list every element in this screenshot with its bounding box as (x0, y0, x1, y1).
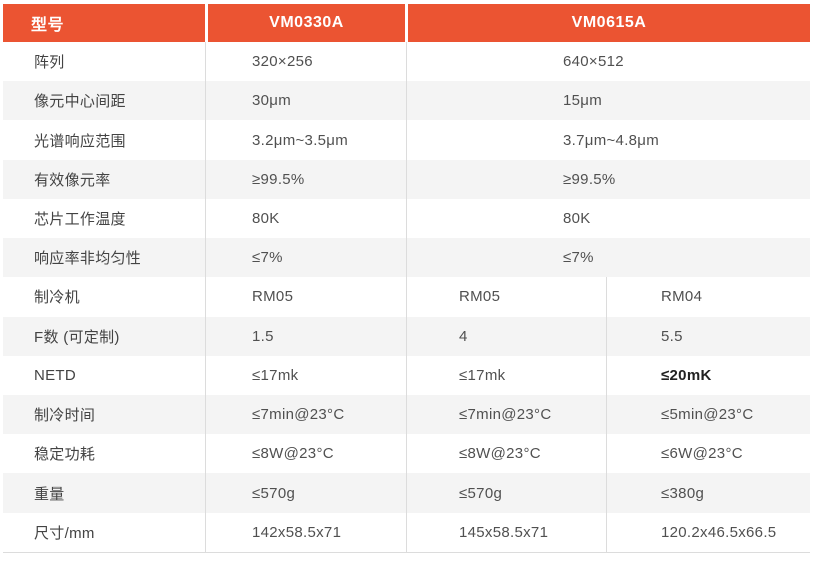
row-label: 制冷时间 (3, 394, 206, 435)
row-label: 有效像元率 (3, 159, 206, 199)
cell-vm0615a: 4 5.5 (407, 316, 810, 356)
cell-vm0615a-sub2: ≤5min@23°C (661, 406, 754, 424)
cell-vm0615a-value: ≤7% (563, 249, 594, 267)
cell-vm0615a-sub2: 120.2x46.5x66.5 (661, 523, 777, 541)
cell-vm0330a: ≤570g (206, 473, 407, 513)
cell-vm0615a: ≤570g ≤380g (407, 473, 810, 513)
cell-vm0330a: 142x58.5x71 (206, 512, 407, 552)
row-label: 尺寸/mm (3, 512, 206, 552)
cell-vm0615a-sub1: 145x58.5x71 (407, 512, 607, 552)
cell-vm0330a: 80K (206, 198, 407, 239)
cell-vm0615a: 640×512 (407, 42, 810, 81)
cell-vm0615a-sub1: RM05 (407, 277, 607, 317)
cell-vm0615a-sub2: RM04 (661, 288, 703, 306)
row-label: 像元中心间距 (3, 81, 206, 121)
cell-vm0615a-sub1: ≤17mk (407, 355, 607, 395)
row-label: 芯片工作温度 (3, 198, 206, 239)
cell-vm0615a-sub2: ≤380g (661, 484, 705, 502)
cell-vm0615a: 145x58.5x71 120.2x46.5x66.5 (407, 512, 810, 552)
cell-vm0330a: RM05 (206, 277, 407, 317)
cell-vm0615a-sub1: 4 (407, 316, 607, 356)
cell-vm0615a-value: 80K (563, 209, 591, 227)
table-row: NETD ≤17mk ≤17mk ≤20mK (3, 355, 810, 395)
cell-vm0615a: 80K (407, 199, 810, 238)
cell-vm0615a-value: 3.7μm~4.8μm (563, 131, 660, 149)
header-cell-model: 型号 (3, 4, 205, 42)
table-row: 响应率非均匀性 ≤7% ≤7% (3, 238, 810, 278)
row-label: 光谱响应范围 (3, 120, 206, 160)
table-row: 光谱响应范围 3.2μm~3.5μm 3.7μm~4.8μm (3, 120, 810, 160)
table-row: 重量 ≤570g ≤570g ≤380g (3, 473, 810, 513)
header-cell-vm0615a: VM0615A (408, 4, 810, 42)
cell-vm0615a-value: 640×512 (563, 53, 624, 71)
cell-vm0615a: ≤8W@23°C ≤6W@23°C (407, 434, 810, 474)
cell-vm0615a-sub2: 5.5 (661, 327, 683, 345)
row-label: 重量 (3, 473, 206, 513)
table-row: 尺寸/mm 142x58.5x71 145x58.5x71 120.2x46.5x… (3, 512, 810, 552)
cell-vm0330a: 3.2μm~3.5μm (206, 120, 407, 160)
cell-vm0615a-sub2: ≤20mK (661, 366, 712, 384)
table-row: 像元中心间距 30μm 15μm (3, 81, 810, 121)
cell-vm0615a: ≤17mk ≤20mK (407, 355, 810, 395)
cell-vm0615a-sub1: ≤8W@23°C (407, 434, 607, 474)
cell-vm0615a: ≥99.5% (407, 160, 810, 199)
cell-vm0615a-value: ≥99.5% (563, 170, 616, 188)
row-label: 制冷机 (3, 277, 206, 317)
cell-vm0330a: 320×256 (206, 42, 407, 82)
row-label: 阵列 (3, 42, 206, 82)
row-label: 响应率非均匀性 (3, 238, 206, 278)
table-row: 制冷机 RM05 RM05 RM04 (3, 277, 810, 317)
cell-vm0330a: 1.5 (206, 316, 407, 356)
table-row: 芯片工作温度 80K 80K (3, 198, 810, 239)
cell-vm0615a: ≤7min@23°C ≤5min@23°C (407, 394, 810, 435)
table-row: 有效像元率 ≥99.5% ≥99.5% (3, 159, 810, 199)
cell-vm0330a: ≤7% (206, 238, 407, 278)
table-row: 制冷时间 ≤7min@23°C ≤7min@23°C ≤5min@23°C (3, 394, 810, 435)
row-label: F数 (可定制) (3, 316, 206, 356)
table-row: F数 (可定制) 1.5 4 5.5 (3, 316, 810, 356)
row-label: 稳定功耗 (3, 434, 206, 474)
cell-vm0330a: ≤8W@23°C (206, 434, 407, 474)
table-body: 阵列 320×256 640×512 像元中心间距 30μm 15μm 光谱响应… (3, 42, 810, 552)
table-header: 型号 VM0330A VM0615A (3, 4, 810, 42)
cell-vm0330a: ≤7min@23°C (206, 394, 407, 435)
cell-vm0615a: 3.7μm~4.8μm (407, 120, 810, 159)
cell-vm0615a: 15μm (407, 81, 810, 120)
cell-vm0330a: 30μm (206, 81, 407, 121)
header-cell-vm0330a: VM0330A (208, 4, 405, 42)
row-label: NETD (3, 355, 206, 395)
cell-vm0615a: RM05 RM04 (407, 277, 810, 317)
cell-vm0615a-sub1: ≤7min@23°C (407, 394, 607, 435)
spec-table: 型号 VM0330A VM0615A 阵列 320×256 640×512 像元… (3, 4, 810, 553)
cell-vm0615a-sub1: ≤570g (407, 473, 607, 513)
table-row: 稳定功耗 ≤8W@23°C ≤8W@23°C ≤6W@23°C (3, 434, 810, 474)
cell-vm0615a: ≤7% (407, 238, 810, 277)
table-row: 阵列 320×256 640×512 (3, 42, 810, 82)
cell-vm0330a: ≤17mk (206, 355, 407, 395)
cell-vm0330a: ≥99.5% (206, 159, 407, 199)
cell-vm0615a-value: 15μm (563, 92, 603, 110)
cell-vm0615a-sub2: ≤6W@23°C (661, 445, 743, 463)
